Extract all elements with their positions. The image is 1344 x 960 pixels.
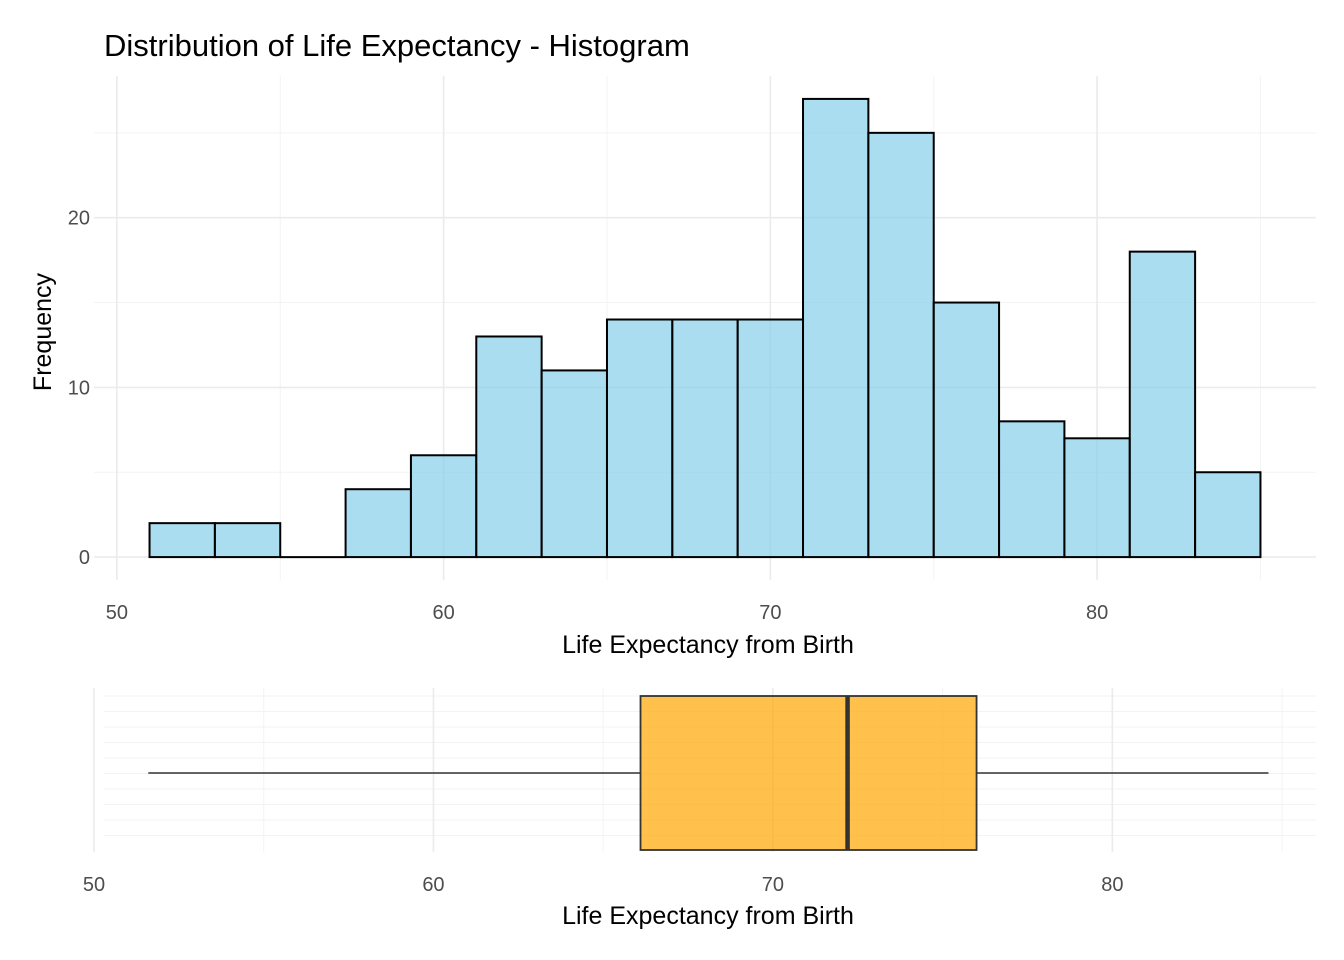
boxplot-x-axis-title: Life Expectancy from Birth [562,902,854,930]
histogram-bar [802,97,870,559]
histogram-bar [475,335,543,559]
histogram-panel: 50 60 70 80 0 10 20 Life Expectancy from Birt… [29,76,1316,659]
histogram-x-tick-label: 60 [432,602,454,624]
boxplot-marks [148,695,1269,851]
histogram-bar [867,131,935,559]
histogram-bar [1128,250,1197,559]
histogram-bar [998,420,1066,559]
histogram-bar [1063,437,1131,559]
chart-title: Distribution of Life Expectancy - Histog… [104,28,690,63]
histogram-bar [409,454,478,559]
boxplot-x-tick-label: 50 [83,874,105,896]
histogram-bar [736,318,805,559]
histogram-x-tick-label: 80 [1086,602,1108,624]
histogram-bar [540,369,608,559]
histogram-x-tick-labels: 50 60 70 80 [106,602,1108,624]
histogram-bar [671,318,739,559]
histogram-bar [1194,471,1262,559]
boxplot-x-tick-label: 80 [1101,874,1123,896]
boxplot-panel: 50 60 70 80 Life Expectancy from Birth [83,688,1316,930]
histogram-bar [213,522,282,559]
histogram-x-tick-label: 50 [106,602,128,624]
histogram-y-axis-title: Frequency [29,272,57,391]
histogram-y-tick-label: 0 [79,547,90,569]
boxplot-box [639,695,978,851]
boxplot-x-tick-labels: 50 60 70 80 [83,874,1124,896]
histogram-bar [148,522,216,559]
histogram-x-tick-label: 70 [759,602,781,624]
histogram-x-axis-title: Life Expectancy from Birth [562,631,854,659]
histogram-bar [932,301,1001,559]
histogram-bar [605,318,674,559]
histogram-bars [148,97,1262,559]
histogram-bar [344,488,412,559]
histogram-y-tick-labels: 0 10 20 [68,208,90,569]
histogram-y-tick-label: 20 [68,208,90,230]
boxplot-x-tick-label: 70 [762,874,784,896]
boxplot-x-tick-label: 60 [422,874,444,896]
histogram-y-tick-label: 10 [68,377,90,399]
